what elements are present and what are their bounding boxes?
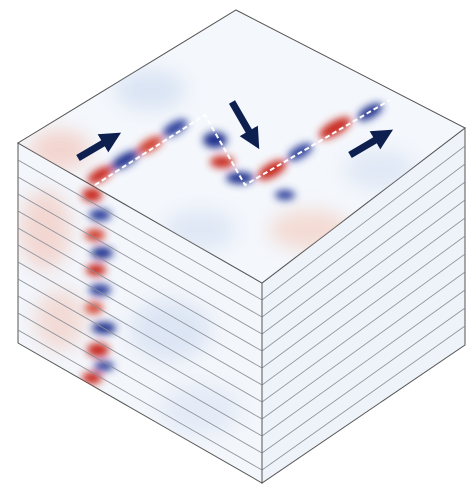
slice-line (18, 329, 262, 471)
blob (94, 361, 114, 371)
blob (87, 343, 109, 357)
slice-line (262, 163, 465, 318)
left-wave (82, 188, 116, 384)
blob (89, 284, 111, 296)
slice-line (18, 159, 262, 301)
arrow (76, 132, 122, 162)
slice-line (18, 295, 262, 437)
slice-line (262, 271, 465, 420)
slice-line (18, 244, 262, 386)
slice-line (18, 193, 262, 335)
blob (87, 166, 113, 184)
slice-line (262, 199, 465, 352)
blob (130, 300, 210, 360)
left-slices (18, 159, 262, 471)
slice-line (18, 176, 262, 318)
slice-line (18, 312, 262, 454)
left-face (17, 142, 263, 484)
blob (89, 209, 111, 221)
arrows (76, 100, 394, 162)
blob (110, 150, 140, 170)
right-face (261, 126, 466, 484)
blob (82, 372, 102, 384)
blob (319, 117, 351, 139)
blob (86, 264, 106, 276)
slice-line (262, 253, 465, 403)
blob (162, 119, 188, 137)
slice-line (262, 181, 465, 335)
blob (160, 385, 240, 435)
arrow (228, 100, 260, 150)
right-slices (262, 145, 465, 471)
slice-line (18, 278, 262, 420)
slice-line (18, 261, 262, 403)
slice-line (262, 145, 465, 301)
slice-line (262, 235, 465, 386)
blob (20, 190, 70, 270)
blob (210, 156, 234, 168)
slice-line (18, 227, 262, 369)
slice-line (262, 217, 465, 369)
slice-line (18, 210, 262, 352)
blob (85, 229, 105, 241)
blob (115, 70, 185, 110)
arrow (348, 129, 394, 159)
blob (82, 188, 102, 202)
blob (137, 136, 163, 154)
blob (275, 190, 295, 200)
blob (85, 302, 103, 314)
top-wave (87, 103, 383, 200)
blob (91, 247, 113, 259)
slice-line (262, 289, 465, 437)
left-field (18, 159, 262, 471)
slice-line (262, 325, 465, 471)
slice-line (262, 307, 465, 454)
dashed-path (94, 99, 391, 187)
